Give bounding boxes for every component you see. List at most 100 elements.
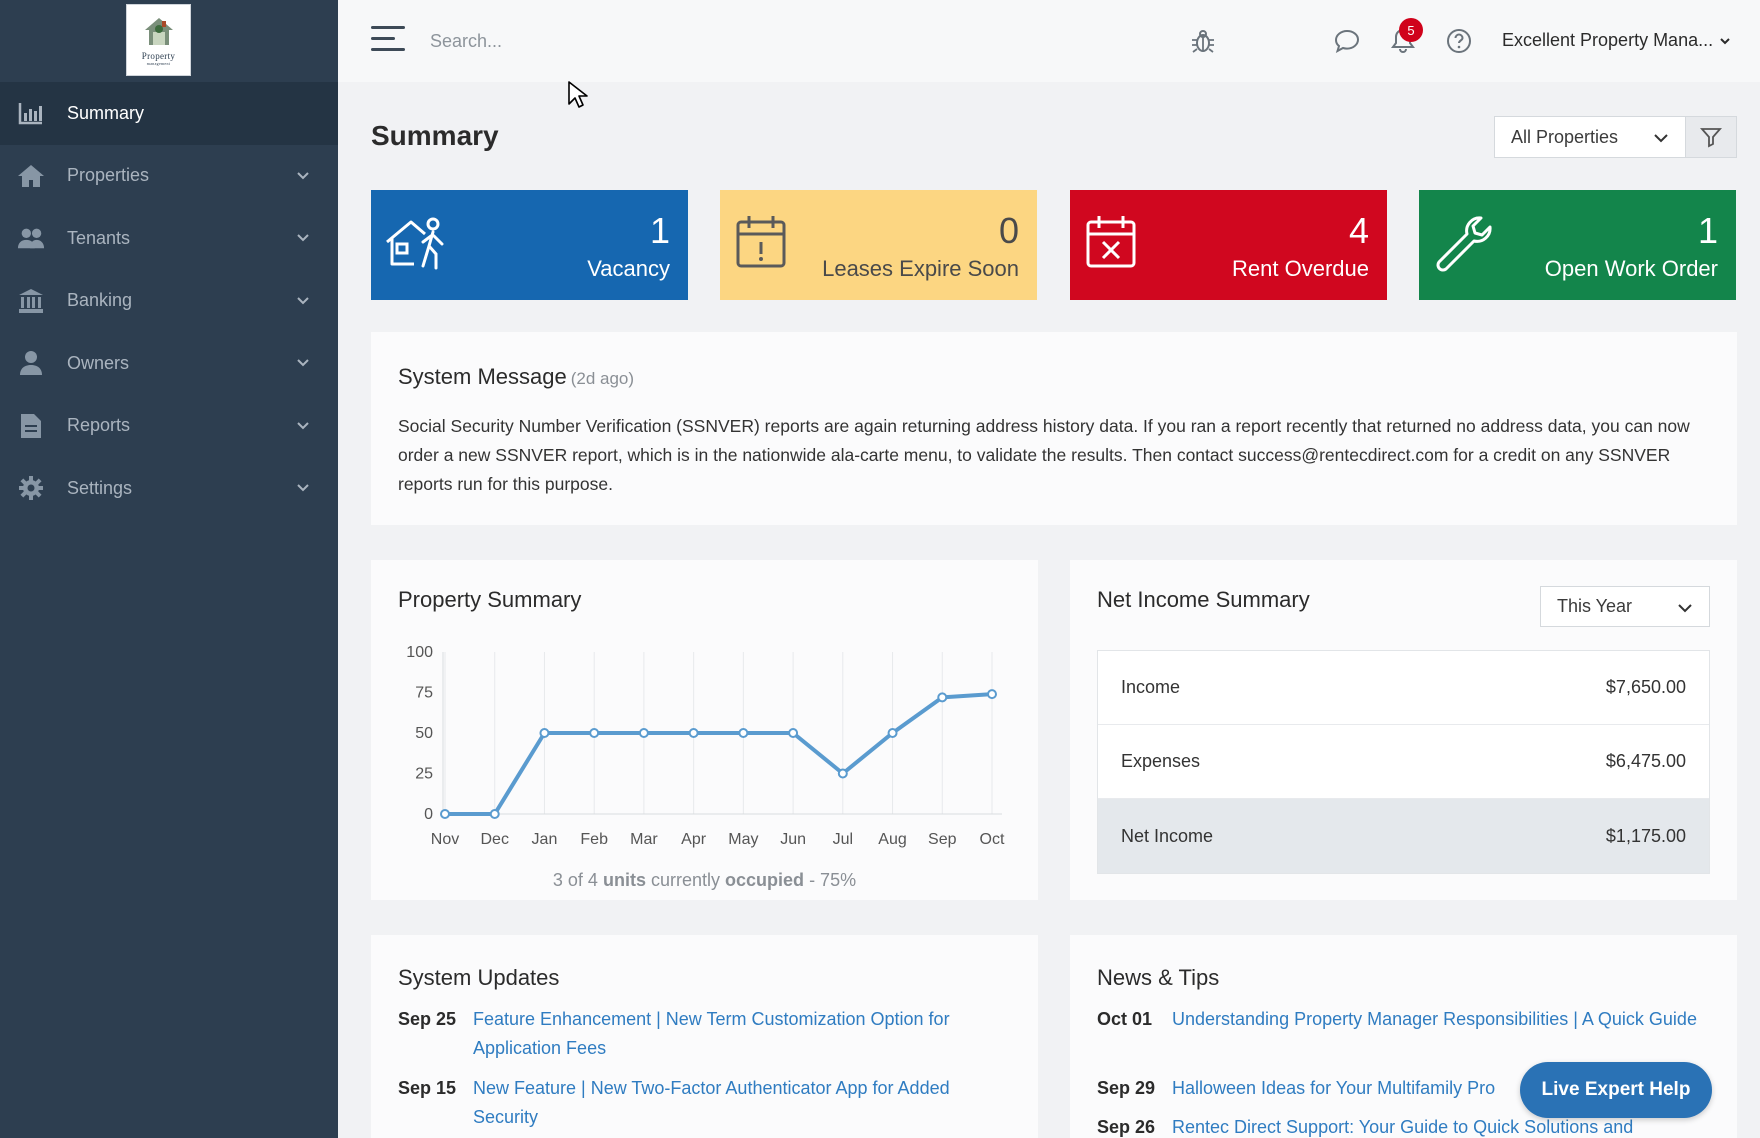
period-select[interactable]: This Year [1540,586,1710,627]
house-icon [17,162,45,190]
data-point [489,809,500,819]
system-message-age: (2d ago) [570,369,635,388]
bank-icon [17,287,45,315]
data-point [987,689,997,700]
update-link[interactable]: Feature Enhancement | New Term Customiza… [473,1009,950,1058]
account-name: Excellent Property Mana... [1502,30,1714,50]
sidebar-item-settings[interactable]: Settings [0,457,338,520]
sidebar-item-summary[interactable]: Summary [0,82,338,145]
live-expert-help-button[interactable]: Live Expert Help [1520,1062,1712,1118]
x-tick-label: Sep [928,831,957,848]
news-link[interactable]: Rentec Direct Support: Your Guide to Qui… [1172,1117,1634,1137]
search-input[interactable] [430,26,790,56]
work-order-count: 1 [1697,210,1718,251]
notification-badge: 5 [1399,18,1423,42]
sidebar-item-reports[interactable]: Reports [0,395,338,458]
period-value: This Year [1557,596,1633,616]
system-message-card: System Message (2d ago) Social Security N… [371,332,1737,525]
sidebar-item-label: Settings [67,477,133,498]
sidebar-item-properties[interactable]: Properties [0,145,338,208]
news-link[interactable]: Halloween Ideas for Your Multifamily Pro [1172,1078,1496,1098]
y-tick-label: 0 [424,806,433,823]
data-point [738,728,749,738]
sidebar-item-label: Summary [67,102,145,123]
document-icon [17,412,45,440]
topbar: Excellent Property Mana... [338,0,1760,82]
property-summary-card: Property Summary 0 25 50 75 100 Nov Dec Jan Feb M… [371,560,1038,900]
net-income-title: Net Income Summary [1097,587,1310,612]
leases-expire-tile[interactable]: 0 Leases Expire Soon [720,190,1037,300]
data-point [688,728,699,738]
occupied-count: 3 of 4 [552,870,598,890]
page-title: Summary [371,120,499,151]
sidebar-nav: Summary Properties Tenants Banking [0,82,338,520]
users-icon [17,224,45,252]
list-item: Oct 01 Understanding Property Manager Re… [1097,1005,1712,1034]
gear-icon [17,474,45,502]
income-label: Income [1121,677,1181,697]
funnel-icon [1700,128,1722,148]
x-tick-label: Jul [833,831,853,848]
expenses-amount: $6,475.00 [1605,751,1686,771]
occupancy-line-chart: 0 25 50 75 100 Nov Dec Jan Feb Mar Apr May Jun Jul Aug… [406,644,1005,848]
update-date: Sep 15 [398,1078,457,1098]
rent-overdue-tile[interactable]: 4 Rent Overdue [1070,190,1387,300]
income-amount: $7,650.00 [1605,677,1686,697]
vacancy-tile[interactable]: 1 Vacancy [371,190,688,300]
company-logo[interactable]: Property management [126,4,191,76]
wrench-icon [1436,216,1492,272]
sidebar-item-banking[interactable]: Banking [0,270,338,333]
logo-subtext: management [146,60,171,66]
menu-toggle-icon[interactable] [371,26,405,54]
chat-icon[interactable] [1332,26,1362,56]
y-tick-label: 50 [415,725,433,742]
income-row: Income $7,650.00 [1098,651,1709,725]
chevron-down-icon [297,422,309,430]
chevron-down-icon [297,484,309,492]
system-updates-card: System Updates Sep 25 Feature Enhancemen… [371,935,1038,1138]
chevron-down-icon [1654,134,1668,143]
expenses-row: Expenses $6,475.00 [1098,725,1709,799]
data-point [638,728,649,738]
y-tick-label: 75 [415,685,433,702]
expenses-label: Expenses [1121,751,1201,771]
property-filter-value: All Properties [1511,126,1619,147]
bug-icon[interactable] [1188,26,1218,56]
y-tick-label: 100 [406,644,433,661]
property-summary-title: Property Summary [398,587,582,612]
news-tips-card: News & Tips Oct 01 Understanding Propert… [1070,935,1737,1138]
chevron-down-icon [1720,37,1730,44]
sidebar-item-label: Owners [67,352,130,373]
data-point [887,728,898,738]
update-date: Sep 25 [398,1009,457,1029]
news-link[interactable]: Understanding Property Manager Responsib… [1172,1009,1697,1029]
data-point [837,768,848,779]
x-tick-label: Nov [431,831,459,848]
list-item: Sep 26 Rentec Direct Support: Your Guide… [1097,1113,1712,1138]
x-tick-label: Aug [878,831,906,848]
series-line [445,692,993,816]
open-work-order-tile[interactable]: 1 Open Work Order [1419,190,1736,300]
user-icon [17,349,45,377]
mouse-cursor-icon [568,81,588,108]
account-menu[interactable]: Excellent Property Mana... [1502,30,1731,51]
news-date: Sep 26 [1097,1117,1156,1137]
data-point [788,728,799,738]
sidebar-item-tenants[interactable]: Tenants [0,207,338,270]
vacancy-label: Vacancy [587,256,670,281]
sidebar-item-label: Banking [67,290,133,311]
news-date: Sep 29 [1097,1078,1156,1098]
data-point [937,692,948,703]
work-order-label: Open Work Order [1544,256,1718,281]
update-link[interactable]: New Feature | New Two-Factor Authenticat… [473,1078,950,1127]
sidebar-item-owners[interactable]: Owners [0,332,338,395]
calendar-alert-icon [736,216,786,268]
property-filter-select[interactable]: All Properties [1494,116,1686,158]
x-tick-label: Dec [481,831,509,848]
chevron-down-icon [297,297,309,305]
help-icon[interactable] [1444,26,1474,56]
filter-button[interactable] [1685,116,1737,158]
system-message-heading: System Message (2d ago) [398,364,634,390]
occupied-units-word: units [602,870,646,890]
vacancy-count: 1 [649,210,670,251]
